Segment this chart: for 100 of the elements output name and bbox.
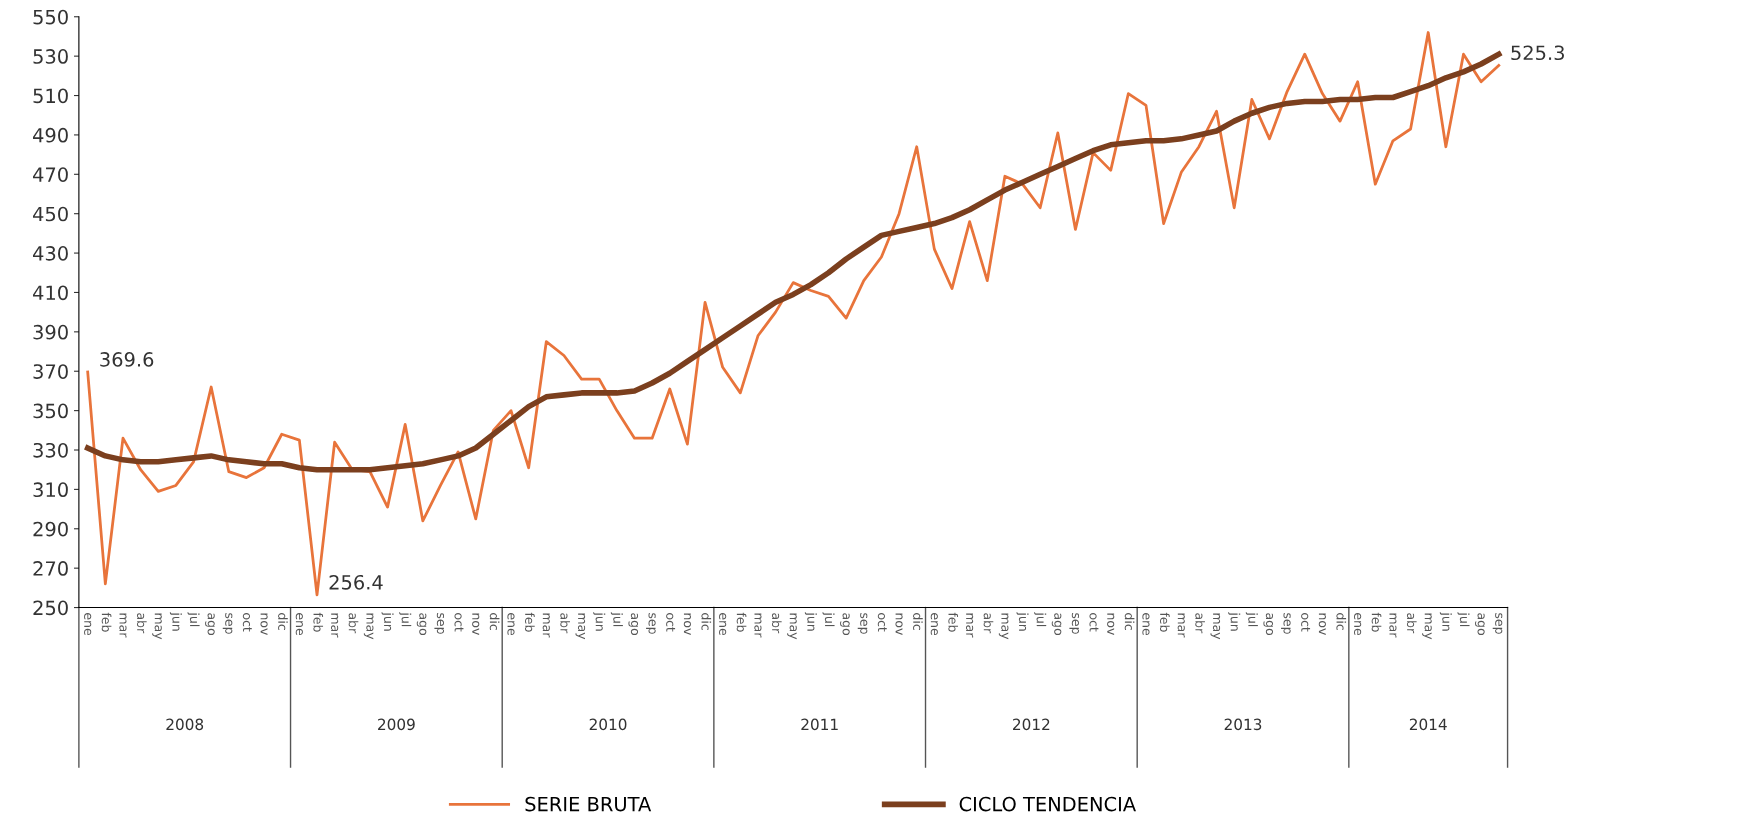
x-tick-label: abr (1406, 613, 1417, 634)
x-tick-label: ene (930, 613, 938, 636)
x-tick-label: abr (560, 613, 570, 634)
x-tick-label: feb (525, 612, 535, 632)
x-tick-label: jul (1245, 612, 1258, 627)
y-tick-label: 290 (33, 521, 68, 537)
x-tick-label: jun (169, 612, 182, 631)
x-tick-label: mar (542, 613, 550, 638)
x-tick-label: ene (84, 613, 92, 636)
x-tick-label: sep (222, 613, 233, 634)
x-tick-label: jul (1457, 612, 1470, 627)
y-tick-label: 370 (33, 364, 68, 379)
x-tick-label: oct (877, 613, 887, 632)
x-tick-label: oct (1089, 613, 1099, 632)
x-tick-label: ene (1354, 613, 1362, 636)
x-tick-label: nov (683, 613, 691, 636)
x-tick-label: sep (1281, 613, 1291, 634)
text: 2013 (1224, 718, 1262, 731)
x-tick-label: sep (1069, 613, 1079, 634)
legend-label: CICLO TENDENCIA (959, 796, 1136, 812)
x-tick-label: abr (983, 613, 994, 634)
x-tick-label: may (575, 613, 586, 640)
x-tick-label: abr (771, 613, 782, 634)
x-tick-label: dic (489, 613, 500, 630)
x-tick-label: jul (399, 612, 412, 627)
x-tick-label: may (1422, 613, 1432, 640)
y-tick-label: 530 (33, 49, 68, 64)
x-tick-label: jun (381, 612, 394, 631)
x-tick-label: dic (701, 613, 712, 630)
text: 2008 (166, 718, 204, 731)
x-tick-label: feb (101, 612, 112, 632)
y-tick-label: 450 (33, 206, 68, 222)
y-tick-label: 410 (33, 285, 68, 301)
x-tick-label: jul (187, 612, 200, 627)
x-tick-label: dic (278, 613, 288, 630)
y-tick-label: 310 (33, 482, 68, 498)
x-tick-label: feb (1371, 612, 1382, 632)
x-tick-label: oct (242, 613, 252, 632)
legend-label: SERIE BRUTA (525, 796, 652, 812)
x-tick-label: ago (416, 613, 427, 635)
x-tick-label: ago (628, 613, 639, 635)
x-tick-label: nov (1107, 613, 1115, 636)
x-tick-label: feb (1160, 612, 1170, 632)
data-label: 256.4 (329, 574, 383, 590)
x-tick-label: sep (646, 613, 656, 634)
x-tick-label: ago (205, 613, 215, 635)
y-tick-label: 510 (33, 88, 68, 104)
x-tick-label: abr (348, 613, 359, 634)
y-tick-label: 330 (33, 442, 68, 458)
x-tick-label: jun (804, 612, 817, 631)
x-tick-label: may (363, 613, 374, 640)
x-tick-label: mar (965, 613, 974, 638)
x-tick-label: jun (1228, 612, 1241, 631)
x-tick-label: jun (593, 612, 606, 631)
y-tick-label: 270 (33, 561, 68, 576)
x-tick-label: oct (454, 613, 464, 632)
x-tick-label: may (787, 613, 797, 640)
x-tick-label: mar (1389, 613, 1397, 638)
x-tick-label: ene (719, 613, 727, 636)
y-tick-label: 550 (33, 9, 68, 25)
x-tick-label: abr (136, 613, 147, 634)
x-tick-label: feb (313, 612, 324, 632)
x-tick-label: oct (666, 613, 676, 632)
x-tick-label: sep (434, 613, 445, 634)
x-tick-label: mar (119, 613, 127, 638)
y-tick-label: 250 (33, 600, 68, 616)
x-tick-label: nov (472, 613, 480, 636)
text: 2011 (801, 718, 838, 731)
text: 2009 (378, 718, 415, 731)
x-tick-label: dic (1124, 613, 1135, 630)
text: 2012 (1013, 718, 1050, 731)
x-tick-label: nov (260, 613, 268, 636)
x-tick-label: mar (754, 613, 762, 638)
x-tick-label: feb (948, 612, 959, 632)
x-tick-label: may (152, 613, 162, 640)
x-tick-label: dic (913, 613, 923, 630)
x-tick-label: dic (1336, 613, 1347, 630)
text: 2014 (1409, 718, 1447, 731)
x-tick-label: ene (1142, 613, 1150, 636)
x-tick-label: abr (1195, 613, 1205, 634)
x-tick-label: jul (610, 612, 623, 627)
y-tick-label: 430 (33, 246, 68, 261)
data-label: 369.6 (100, 352, 154, 367)
x-tick-label: ene (295, 613, 303, 636)
y-tick-label: 470 (33, 167, 68, 182)
x-tick-label: nov (1318, 613, 1326, 636)
x-tick-label: jun (1016, 612, 1029, 631)
x-tick-label: mar (331, 613, 339, 638)
x-tick-label: ago (1263, 613, 1274, 635)
x-tick-label: mar (1177, 613, 1185, 638)
x-tick-label: feb (736, 612, 747, 632)
x-tick-label: jun (1439, 612, 1452, 631)
x-tick-label: may (998, 613, 1009, 640)
text: 2010 (589, 718, 627, 731)
x-tick-label: ene (507, 613, 515, 636)
x-tick-label: may (1210, 613, 1221, 640)
data-label: 525.3 (1511, 45, 1564, 61)
x-tick-label: oct (1301, 613, 1311, 632)
x-tick-label: ago (1475, 613, 1485, 635)
x-tick-label: jul (1034, 612, 1047, 627)
